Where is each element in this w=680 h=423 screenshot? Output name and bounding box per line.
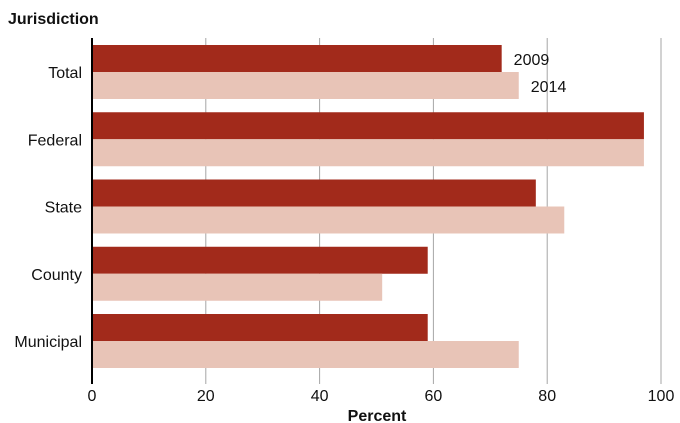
category-label-state: State — [45, 200, 82, 217]
bar-total-2009 — [92, 45, 502, 72]
bar-state-2014 — [92, 206, 565, 234]
bar-total-2014 — [92, 72, 519, 99]
x-tick-label-40: 40 — [311, 388, 329, 405]
bar-county-2014 — [92, 273, 383, 301]
x-tick-label-0: 0 — [88, 388, 97, 405]
x-tick-labels: 0 20 40 60 80 100 — [88, 388, 675, 405]
y-axis-title: Jurisdiction — [8, 11, 99, 28]
category-labels: Total Federal State County Municipal — [14, 65, 82, 351]
category-label-federal: Federal — [28, 132, 82, 149]
category-label-municipal: Municipal — [14, 334, 82, 351]
bar-municipal-2009 — [92, 314, 428, 341]
bar-county-2009 — [92, 246, 428, 274]
bar-municipal-2014 — [92, 341, 519, 368]
bar-federal-2009 — [92, 112, 644, 140]
bar-state-2009 — [92, 179, 536, 207]
legend-label-2009: 2009 — [514, 52, 550, 69]
bars — [92, 45, 644, 368]
category-label-county: County — [31, 267, 82, 284]
legend-label-2014: 2014 — [531, 79, 567, 96]
x-tick-label-100: 100 — [648, 388, 675, 405]
category-label-total: Total — [48, 65, 82, 82]
x-axis-title: Percent — [348, 408, 407, 423]
legend: 2009 2014 — [514, 52, 567, 96]
bar-federal-2014 — [92, 139, 644, 167]
x-tick-label-60: 60 — [425, 388, 443, 405]
x-tick-label-20: 20 — [197, 388, 215, 405]
x-tick-label-80: 80 — [538, 388, 556, 405]
